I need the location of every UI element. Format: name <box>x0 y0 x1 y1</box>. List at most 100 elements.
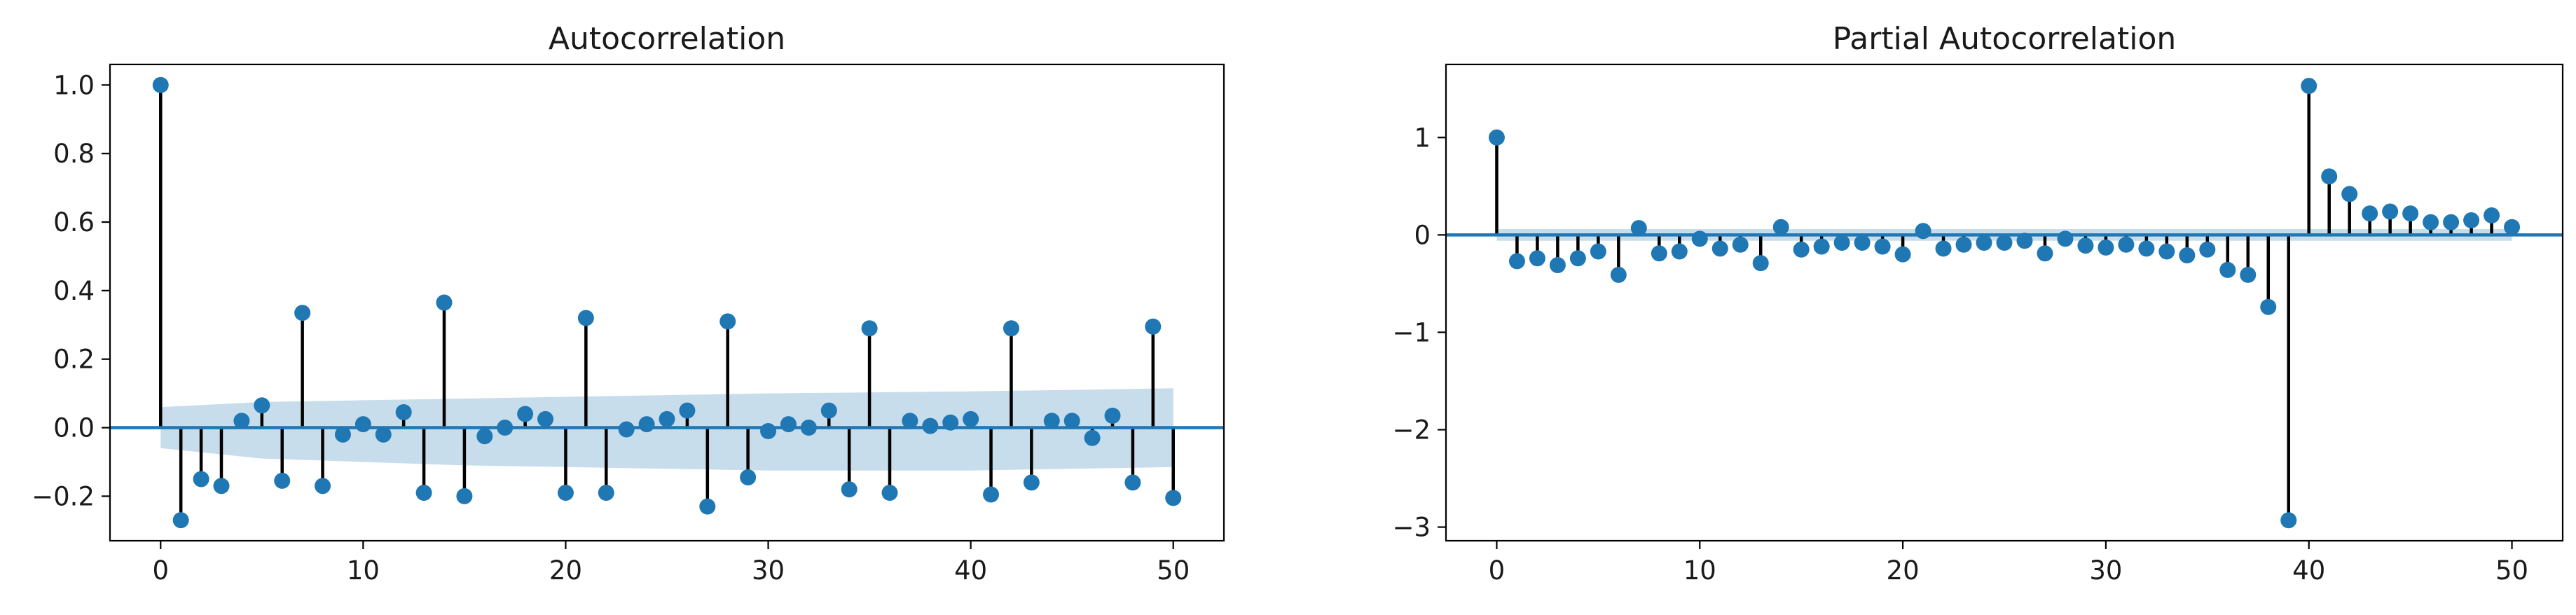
plot-panel-0: Autocorrelation 0 10 20 30 40 50 −0.2 0.0 0.2 0.4 0… <box>32 21 1225 586</box>
data-point <box>1935 240 1952 257</box>
y-tick-label: 1.0 <box>53 70 95 100</box>
data-point <box>1084 429 1101 446</box>
data-point <box>902 413 918 429</box>
data-point <box>1833 234 1850 251</box>
data-point <box>334 426 351 443</box>
data-point <box>1529 250 1545 267</box>
x-tick-label: 20 <box>1887 555 1920 586</box>
x-tick-label: 40 <box>954 555 987 586</box>
data-point <box>2037 245 2053 262</box>
data-point <box>983 486 1000 503</box>
data-point <box>1165 490 1182 506</box>
data-point <box>1772 219 1789 235</box>
data-point <box>800 420 817 436</box>
data-point <box>659 410 675 427</box>
data-point <box>598 485 614 502</box>
data-point <box>2158 243 2175 260</box>
data-point <box>1630 220 1647 237</box>
data-point <box>679 402 696 419</box>
data-point <box>1488 129 1505 146</box>
data-point <box>1508 253 1525 270</box>
data-point <box>354 416 371 433</box>
data-point <box>2260 298 2277 315</box>
data-point <box>213 478 230 495</box>
data-point <box>537 410 554 427</box>
data-point <box>780 416 797 433</box>
x-tick-label: 10 <box>1683 555 1716 586</box>
chart-title: Partial Autocorrelation <box>1833 21 2177 57</box>
data-point <box>1752 255 1769 272</box>
y-tick-label: 0.8 <box>53 139 95 169</box>
y-tick-label: 0.2 <box>53 345 95 375</box>
x-tick-label: 0 <box>152 555 169 586</box>
data-point <box>699 498 716 515</box>
data-point <box>2179 247 2196 264</box>
data-point <box>557 485 574 502</box>
data-point <box>517 406 534 422</box>
data-point <box>2463 212 2480 228</box>
axes-frame <box>1445 63 2564 542</box>
data-point <box>2402 205 2419 222</box>
confidence-band <box>160 388 1173 471</box>
data-point <box>2321 168 2338 185</box>
data-point <box>861 320 878 337</box>
data-point <box>1569 250 1586 267</box>
data-point <box>942 414 959 431</box>
data-point <box>2057 230 2074 247</box>
data-point <box>395 404 412 421</box>
data-point <box>1813 238 1830 255</box>
x-tick-label: 20 <box>549 555 582 586</box>
data-point <box>2443 214 2460 230</box>
data-point <box>1874 238 1891 255</box>
data-point <box>820 402 837 419</box>
y-tick-label: 0.0 <box>53 413 95 443</box>
data-point <box>881 485 898 502</box>
data-point <box>2077 237 2094 254</box>
data-point <box>375 426 392 443</box>
data-point <box>719 313 736 330</box>
x-tick-label: 40 <box>2292 555 2325 586</box>
data-point <box>1124 474 1141 491</box>
data-point <box>1894 246 1911 263</box>
y-tick-label: −3 <box>1392 513 1431 543</box>
data-point <box>415 485 432 502</box>
data-point <box>1793 241 1810 258</box>
data-point <box>2199 241 2216 258</box>
data-point <box>2362 205 2378 222</box>
data-point <box>1732 236 1749 253</box>
data-point <box>1145 318 1162 335</box>
data-point <box>2484 207 2500 224</box>
y-tick-label: 0.4 <box>53 276 95 306</box>
y-tick-label: 0 <box>1414 220 1431 250</box>
y-tick-label: −1 <box>1392 317 1431 347</box>
data-point <box>1610 266 1627 283</box>
data-point <box>476 428 493 445</box>
x-tick-label: 10 <box>347 555 380 586</box>
x-tick-label: 0 <box>1489 555 1506 586</box>
data-point <box>1651 245 1667 262</box>
data-point <box>254 397 270 414</box>
x-tick-label: 30 <box>752 555 785 586</box>
data-point <box>2098 239 2114 256</box>
y-tick-label: −2 <box>1392 415 1431 445</box>
data-point <box>294 305 311 322</box>
data-point <box>740 469 757 485</box>
data-point <box>2219 261 2236 278</box>
data-point <box>2382 203 2399 220</box>
data-point <box>1063 413 1080 429</box>
data-point <box>193 471 209 488</box>
data-point <box>1590 243 1606 260</box>
y-tick-label: 1 <box>1414 123 1431 153</box>
data-point <box>1003 320 1019 337</box>
data-point <box>436 294 453 311</box>
data-point <box>2138 240 2155 257</box>
y-tick-label: −0.2 <box>32 481 95 511</box>
data-point <box>760 422 777 439</box>
data-point <box>1043 413 1060 429</box>
data-point <box>1996 234 2013 251</box>
data-point <box>2341 186 2358 202</box>
data-point <box>1671 243 1688 260</box>
